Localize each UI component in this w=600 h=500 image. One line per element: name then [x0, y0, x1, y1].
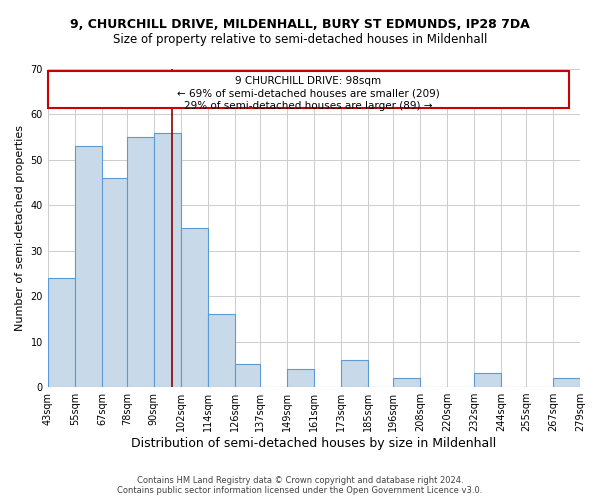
Text: 29% of semi-detached houses are larger (89) →: 29% of semi-detached houses are larger (… — [184, 101, 433, 111]
Text: 9, CHURCHILL DRIVE, MILDENHALL, BURY ST EDMUNDS, IP28 7DA: 9, CHURCHILL DRIVE, MILDENHALL, BURY ST … — [70, 18, 530, 30]
Bar — [181, 228, 208, 387]
Bar — [48, 278, 75, 387]
Bar — [341, 360, 368, 387]
Bar — [208, 314, 235, 387]
Bar — [287, 369, 314, 387]
Bar — [553, 378, 580, 387]
Text: ← 69% of semi-detached houses are smaller (209): ← 69% of semi-detached houses are smalle… — [177, 88, 440, 99]
Bar — [474, 374, 501, 387]
Text: 9 CHURCHILL DRIVE: 98sqm: 9 CHURCHILL DRIVE: 98sqm — [235, 76, 382, 86]
Bar — [127, 137, 154, 387]
Y-axis label: Number of semi-detached properties: Number of semi-detached properties — [15, 125, 25, 331]
Bar — [393, 378, 420, 387]
X-axis label: Distribution of semi-detached houses by size in Mildenhall: Distribution of semi-detached houses by … — [131, 437, 497, 450]
Bar — [75, 146, 102, 387]
Bar — [235, 364, 260, 387]
Text: Contains HM Land Registry data © Crown copyright and database right 2024.: Contains HM Land Registry data © Crown c… — [137, 476, 463, 485]
Bar — [48, 72, 569, 108]
Text: Contains public sector information licensed under the Open Government Licence v3: Contains public sector information licen… — [118, 486, 482, 495]
Text: Size of property relative to semi-detached houses in Mildenhall: Size of property relative to semi-detach… — [113, 32, 487, 46]
Bar — [102, 178, 127, 387]
Bar — [154, 132, 181, 387]
